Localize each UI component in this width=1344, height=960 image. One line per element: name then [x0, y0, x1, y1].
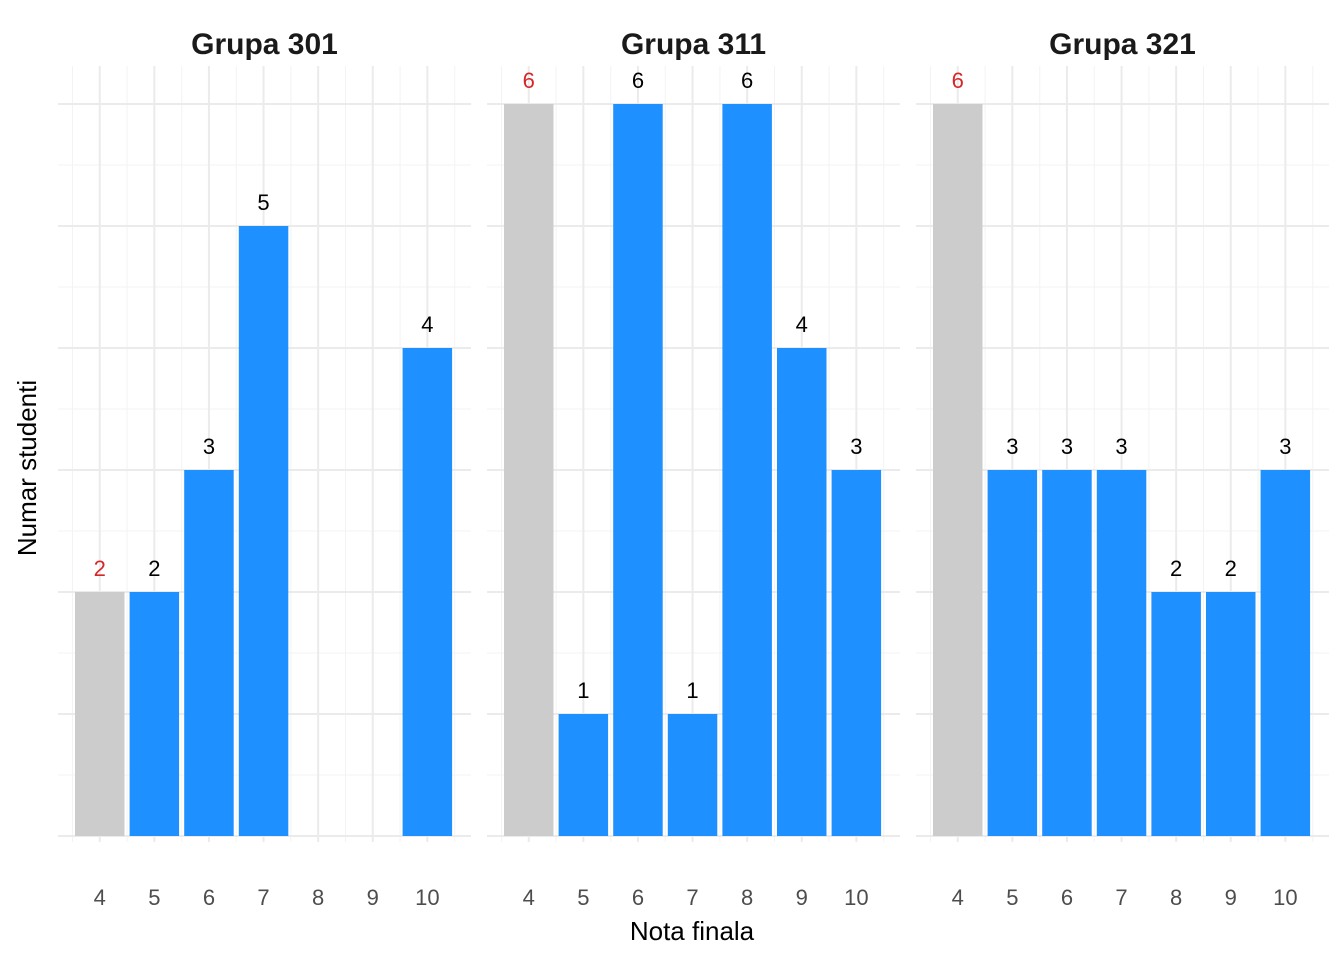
x-tick-label: 8	[312, 885, 324, 910]
x-tick-label: 4	[94, 885, 106, 910]
x-tick-label: 7	[686, 885, 698, 910]
facet-panels: 2 4 2 5 3 6 5 7 8 9 4 10 Grupa 301 6 4 1 5 6 6 1 7 6 8 4 9 3 10 Gru…	[58, 28, 1329, 910]
bar	[129, 592, 180, 836]
x-tick-label: 4	[952, 885, 964, 910]
bar-value-label: 3	[1115, 434, 1127, 459]
bar	[987, 470, 1038, 836]
bar	[1151, 592, 1201, 836]
bar	[402, 348, 453, 836]
x-axis-title: Nota finala	[630, 916, 755, 946]
bar	[238, 226, 289, 836]
x-tick-label: 5	[577, 885, 589, 910]
bar-value-label: 2	[1225, 556, 1237, 581]
bar	[831, 470, 882, 836]
x-tick-label: 9	[367, 885, 379, 910]
x-tick-label: 10	[415, 885, 439, 910]
bar-value-label: 6	[523, 68, 535, 93]
bar	[504, 104, 554, 836]
facet-panel: 6 4 1 5 6 6 1 7 6 8 4 9 3 10 Grupa 311	[487, 28, 900, 910]
x-tick-label: 4	[523, 885, 535, 910]
bar	[1096, 470, 1147, 836]
x-tick-label: 6	[632, 885, 644, 910]
bar	[1206, 592, 1256, 836]
facet-panel: 2 4 2 5 3 6 5 7 8 9 4 10 Grupa 301	[58, 28, 471, 910]
bar	[184, 470, 234, 836]
facet-title: Grupa 321	[1049, 28, 1196, 61]
y-axis-title: Numar studenti	[12, 380, 42, 556]
bar-value-label: 4	[421, 312, 433, 337]
bar-value-label: 2	[1170, 556, 1182, 581]
bar	[1042, 470, 1092, 836]
x-tick-label: 7	[1115, 885, 1127, 910]
bar-value-label: 3	[1006, 434, 1018, 459]
bar	[667, 714, 718, 836]
bar-value-label: 6	[741, 68, 753, 93]
bar	[558, 714, 609, 836]
x-tick-label: 6	[1061, 885, 1073, 910]
x-tick-label: 8	[741, 885, 753, 910]
x-tick-label: 9	[796, 885, 808, 910]
bar-value-label: 3	[203, 434, 215, 459]
x-tick-label: 8	[1170, 885, 1182, 910]
bar-value-label: 2	[94, 556, 106, 581]
bar-value-label: 1	[686, 678, 698, 703]
bar-value-label: 5	[257, 190, 269, 215]
bar	[613, 104, 663, 836]
bar	[777, 348, 827, 836]
bar-value-label: 3	[1279, 434, 1291, 459]
x-tick-label: 9	[1225, 885, 1237, 910]
bar-value-label: 2	[148, 556, 160, 581]
x-tick-label: 6	[203, 885, 215, 910]
x-tick-label: 5	[1006, 885, 1018, 910]
x-tick-label: 5	[148, 885, 160, 910]
facet-title: Grupa 301	[191, 28, 338, 61]
bar-value-label: 1	[577, 678, 589, 703]
bar-value-label: 4	[796, 312, 808, 337]
bar-value-label: 6	[632, 68, 644, 93]
bar	[933, 104, 983, 836]
bar-value-label: 6	[952, 68, 964, 93]
bar	[722, 104, 772, 836]
x-tick-label: 7	[257, 885, 269, 910]
facet-panel: 6 4 3 5 3 6 3 7 2 8 2 9 3 10 Grupa 321	[916, 28, 1329, 910]
bar-value-label: 3	[850, 434, 862, 459]
bar	[1260, 470, 1311, 836]
x-tick-label: 10	[1273, 885, 1297, 910]
x-tick-label: 10	[844, 885, 868, 910]
facet-title: Grupa 311	[621, 28, 766, 61]
bar-value-label: 3	[1061, 434, 1073, 459]
bar	[75, 592, 125, 836]
